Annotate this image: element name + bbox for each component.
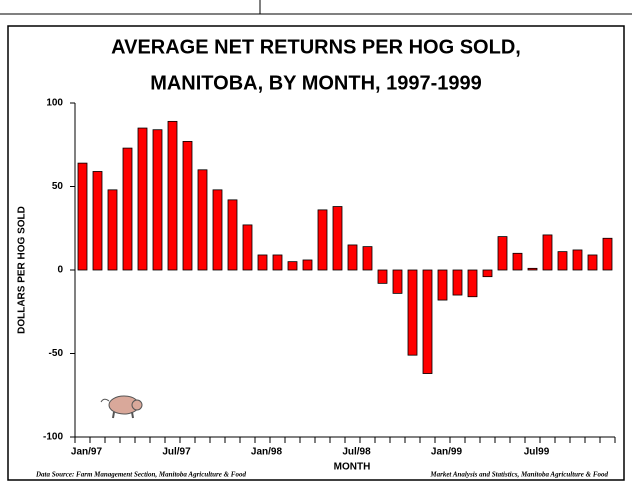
source-note: Data Source: Farm Management Section, Ma… (35, 471, 246, 479)
bar (363, 247, 372, 270)
bar (393, 270, 402, 293)
bar (483, 270, 492, 277)
bar (303, 260, 312, 270)
y-tick-label: -100 (43, 432, 63, 443)
bar (153, 130, 162, 270)
bar (453, 270, 462, 295)
bar (183, 141, 192, 270)
y-tick-label: -50 (49, 348, 64, 359)
bar (318, 210, 327, 270)
bar (108, 190, 117, 270)
bar (138, 128, 147, 270)
bar (378, 270, 387, 283)
bar (423, 270, 432, 374)
bar (543, 235, 552, 270)
x-tick-label: Jul99 (524, 447, 550, 458)
bar (513, 253, 522, 270)
bar (168, 121, 177, 270)
bar (333, 207, 342, 270)
bar (438, 270, 447, 300)
x-tick-label: Jan/99 (431, 447, 463, 458)
chart-title: AVERAGE NET RETURNS PER HOG SOLD, (111, 36, 521, 58)
bar (603, 238, 612, 270)
bar (408, 270, 417, 355)
bar (213, 190, 222, 270)
bar (273, 255, 282, 270)
x-tick-label: Jan/97 (71, 447, 103, 458)
bar (123, 148, 132, 270)
y-axis-label: DOLLARS PER HOG SOLD (17, 206, 28, 334)
bar (198, 170, 207, 270)
y-tick-label: 0 (57, 265, 63, 276)
bar (78, 163, 87, 270)
bar (258, 255, 267, 270)
bar (228, 200, 237, 270)
pig-icon (101, 396, 142, 418)
x-tick-label: Jan/98 (251, 447, 283, 458)
y-tick-label: 50 (52, 181, 64, 192)
bar (288, 262, 297, 270)
bar (93, 171, 102, 270)
x-tick-label: Jul/97 (162, 447, 191, 458)
source-note: Market Analysis and Statistics, Manitoba… (429, 471, 608, 479)
chart-title: MANITOBA, BY MONTH, 1997-1999 (150, 72, 482, 94)
x-tick-label: Jul/98 (342, 447, 371, 458)
chart: AVERAGE NET RETURNS PER HOG SOLD, MANITO… (0, 0, 632, 484)
bar (348, 245, 357, 270)
x-axis-label: MONTH (334, 462, 371, 473)
bar (588, 255, 597, 270)
bar (528, 268, 537, 270)
y-tick-label: 100 (46, 98, 63, 109)
bar (498, 237, 507, 270)
page: {"chart_data":{"type":"bar", "title":["A… (0, 0, 632, 484)
bar (468, 270, 477, 297)
bar (243, 225, 252, 270)
bar (573, 250, 582, 270)
bar (558, 252, 567, 270)
